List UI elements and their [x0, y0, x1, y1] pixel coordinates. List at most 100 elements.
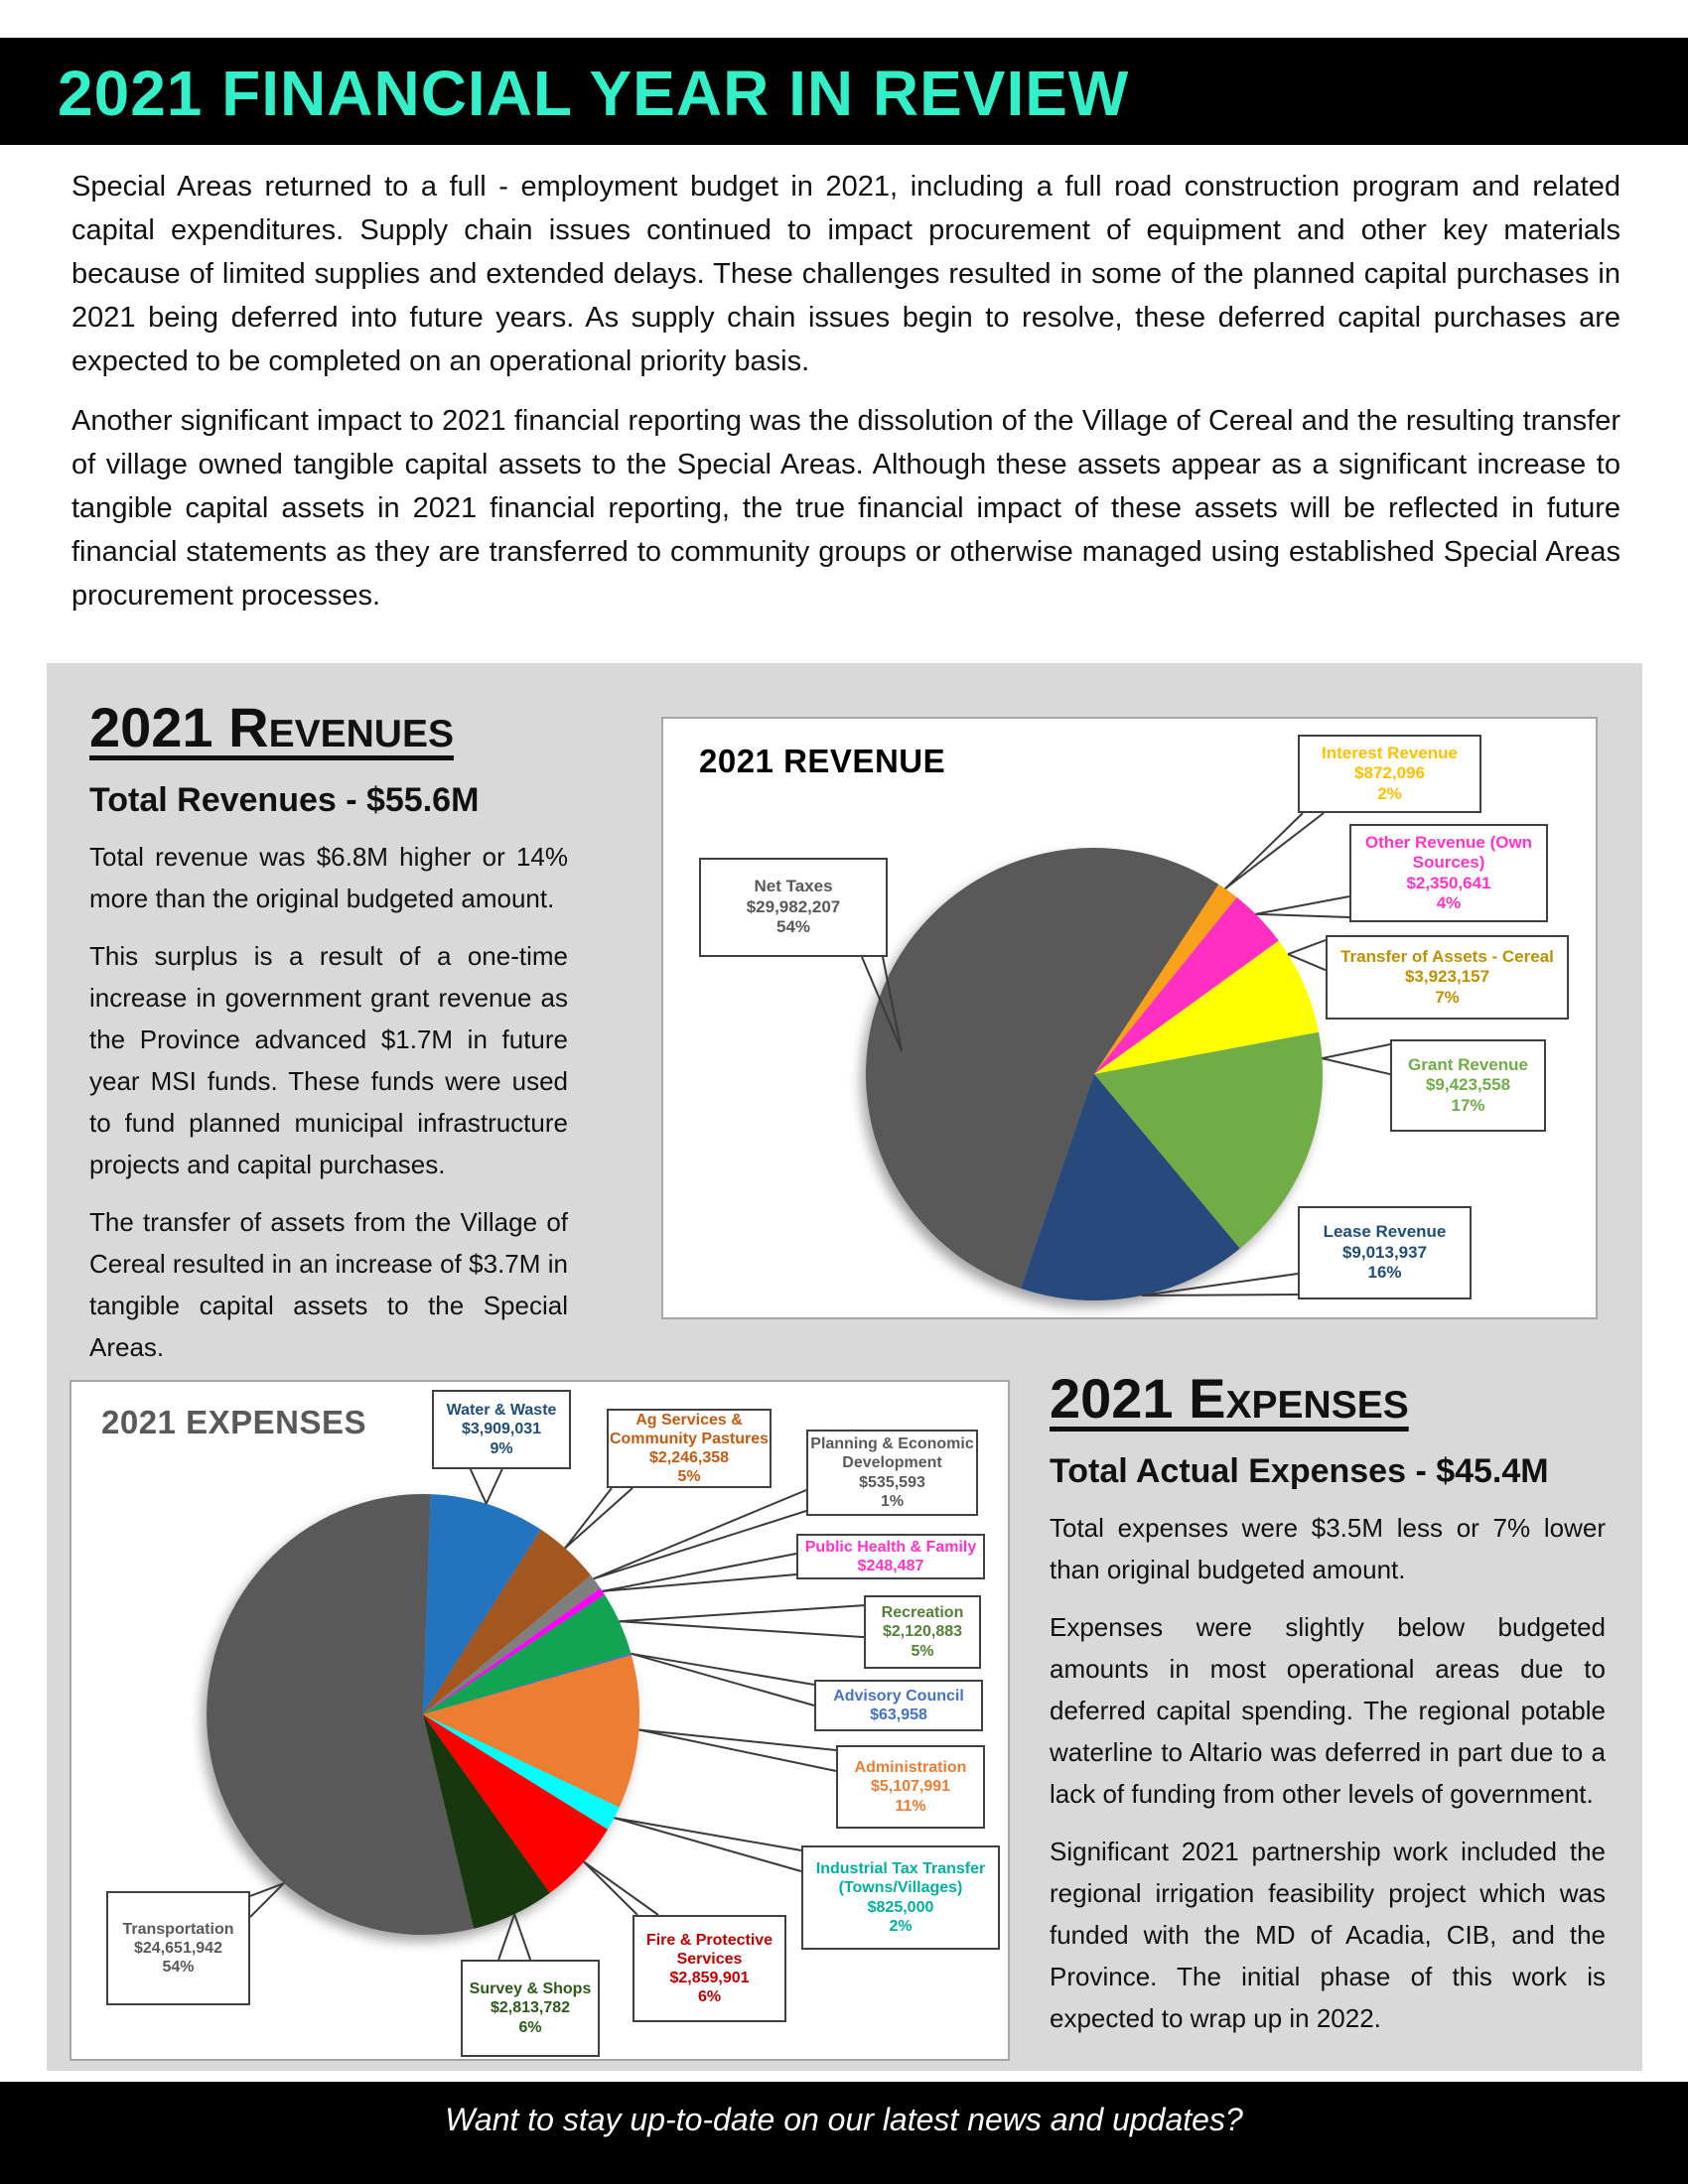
callout-line: Planning & Economic	[810, 1435, 974, 1453]
paragraph: Total expenses were $3.5M less or 7% low…	[1050, 1512, 1606, 1584]
callout-leader-line	[593, 1489, 807, 1580]
callout-leader-line	[564, 1487, 613, 1550]
footer-text: Want to stay up-to-date on our latest ne…	[445, 2102, 1243, 2137]
paragraph: Total revenue was $6.8M higher or 14% mo…	[89, 841, 568, 913]
pie-callout-transportation: Transportation $24,651,942 54%	[106, 1891, 250, 2005]
callout-leader-line	[602, 1553, 797, 1592]
callout-line: Other Revenue (Own	[1364, 832, 1533, 852]
pie-slice-lease-revenue	[1021, 1074, 1240, 1301]
callout-leader-line	[614, 1817, 802, 1872]
pie-callout-administration: Administration $5,107,991 11%	[836, 1745, 985, 1829]
pie-callout-water-waste: Water & Waste $3,909,031 9%	[432, 1390, 571, 1469]
intro-text: Special Areas returned to a full - emplo…	[71, 149, 1620, 617]
callout-line: $2,246,358	[648, 1449, 730, 1466]
callout-line: 1%	[880, 1492, 905, 1510]
callout-leader-line	[469, 1468, 488, 1505]
callout-line: $872,096	[1354, 763, 1425, 783]
callout-leader-line	[631, 1652, 815, 1686]
callout-line: 2%	[1377, 783, 1402, 803]
callout-line: Lease Revenue	[1323, 1222, 1447, 1242]
callout-leader-line	[638, 1728, 837, 1772]
callout-leader-line	[1322, 1043, 1391, 1060]
pie-callout-industrial-tax-transfer: Industrial Tax Transfer (Towns/Villages) $…	[801, 1845, 1000, 1950]
pie-body	[865, 847, 1324, 1301]
pie-slice-water-waste	[423, 1494, 541, 1714]
callout-leader-line	[614, 1817, 802, 1851]
callout-line: 11%	[895, 1797, 926, 1815]
callout-line: Ag Services &	[635, 1411, 743, 1429]
callout-leader-line	[1141, 1294, 1299, 1297]
callout-leader-line	[564, 1487, 633, 1550]
page-title: 2021 FINANCIAL YEAR IN REVIEW	[58, 58, 1130, 129]
revenues-paragraphs: Total revenue was $6.8M higher or 14% mo…	[89, 836, 568, 1368]
callout-leader-line	[882, 956, 903, 1051]
pie-slice-administration	[423, 1655, 639, 1808]
callout-line: Water & Waste	[446, 1402, 557, 1420]
callout-line: $2,120,883	[882, 1623, 963, 1641]
callout-leader-line	[631, 1652, 815, 1706]
pie-slice-planning-economic	[423, 1574, 601, 1714]
callout-line: $2,350,641	[1406, 873, 1491, 892]
pie-callout-interest-revenue: Interest Revenue $872,096 2%	[1298, 735, 1481, 813]
callout-line: Advisory Council	[833, 1687, 964, 1705]
pie-slice-interest-revenue	[1094, 884, 1237, 1074]
expenses-paragraphs: Total expenses were $3.5M less or 7% low…	[1050, 1507, 1606, 2039]
paragraph: Significant 2021 partnership work includ…	[1050, 1836, 1606, 2033]
callout-line: Public Health & Family	[804, 1538, 977, 1556]
callout-leader-line	[485, 1468, 503, 1505]
callout-line: $29,982,207	[746, 896, 841, 916]
callout-line: 54%	[775, 917, 811, 937]
callout-leader-line	[583, 1860, 659, 1916]
callout-line: (Towns/Villages)	[838, 1879, 963, 1897]
callout-line: Industrial Tax Transfer	[815, 1860, 986, 1878]
pie-slice-survey-shops	[423, 1714, 550, 1929]
callout-leader-line	[497, 1913, 516, 1961]
revenue-pie-chart: 2021 REVENUE Interest Revenue $872,096 2% O…	[661, 717, 1598, 1319]
pie-callout-advisory-council: Advisory Council $63,958	[814, 1680, 983, 1731]
callout-leader-line	[249, 1882, 285, 1918]
pie-body	[207, 1493, 639, 1935]
pie-slice-public-health-family	[423, 1587, 605, 1714]
callout-line: 17%	[1451, 1095, 1485, 1115]
callout-line: 2%	[889, 1917, 913, 1935]
pie-slice-net-taxes	[865, 847, 1219, 1289]
callout-line: Administration	[854, 1759, 967, 1777]
callout-leader-line	[619, 1620, 865, 1639]
revenues-heading: 2021 Revenues	[89, 696, 454, 758]
callout-line: Transportation	[122, 1920, 234, 1938]
pie-callout-fire-protective: Fire & Protective Services $2,859,901 6%	[633, 1915, 786, 2022]
pie-slice-recreation	[423, 1594, 632, 1714]
callout-leader-line	[861, 956, 903, 1051]
callout-line: Recreation	[881, 1604, 964, 1622]
expenses-section: 2021 Expenses Total Actual Expenses - $4…	[1050, 1367, 1606, 2039]
callout-leader-line	[1224, 812, 1304, 889]
callout-line: $9,013,937	[1341, 1242, 1428, 1262]
callout-line: $248,487	[857, 1558, 924, 1574]
pie-slice-industrial-tax-transfer	[423, 1714, 620, 1830]
callout-leader-line	[602, 1573, 797, 1592]
callout-line: $2,813,782	[490, 1999, 571, 2017]
header-bar: 2021 FINANCIAL YEAR IN REVIEW	[0, 38, 1688, 145]
pie-callout-transfer-of-assets-cereal: Transfer of Assets - Cereal $3,923,157 7%	[1326, 935, 1569, 1020]
callout-line: Survey & Shops	[469, 1980, 592, 1998]
callout-leader-line	[1287, 939, 1327, 956]
callout-line: Interest Revenue	[1322, 743, 1458, 762]
footer-bar: Want to stay up-to-date on our latest ne…	[0, 2082, 1688, 2184]
pie-slice-grant-revenue	[1094, 1031, 1324, 1249]
pie-slice-other-revenue-own	[1094, 896, 1279, 1074]
callout-leader-line	[1255, 895, 1350, 915]
pie-callout-lease-revenue: Lease Revenue $9,013,937 16%	[1298, 1206, 1472, 1299]
callout-leader-line	[1255, 912, 1350, 918]
callout-line: $3,909,031	[461, 1421, 542, 1438]
pie-svg	[207, 1468, 865, 1961]
callout-leader-line	[1224, 812, 1325, 889]
callout-leader-line	[1141, 1273, 1299, 1297]
pie-callout-ag-services: Ag Services & Community Pastures $2,246,35…	[607, 1409, 772, 1488]
callout-line: 6%	[518, 2018, 542, 2036]
pie-slice-fire-protective	[423, 1714, 608, 1893]
callout-line: $2,859,901	[669, 1970, 750, 1986]
callout-line: 5%	[911, 1642, 934, 1660]
pie-callout-recreation: Recreation $2,120,883 5%	[864, 1595, 981, 1669]
callout-line: $3,923,157	[1404, 967, 1490, 987]
paragraph: The transfer of assets from the Village …	[89, 1206, 568, 1362]
